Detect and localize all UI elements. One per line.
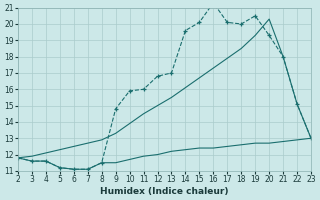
X-axis label: Humidex (Indice chaleur): Humidex (Indice chaleur) [100, 187, 229, 196]
